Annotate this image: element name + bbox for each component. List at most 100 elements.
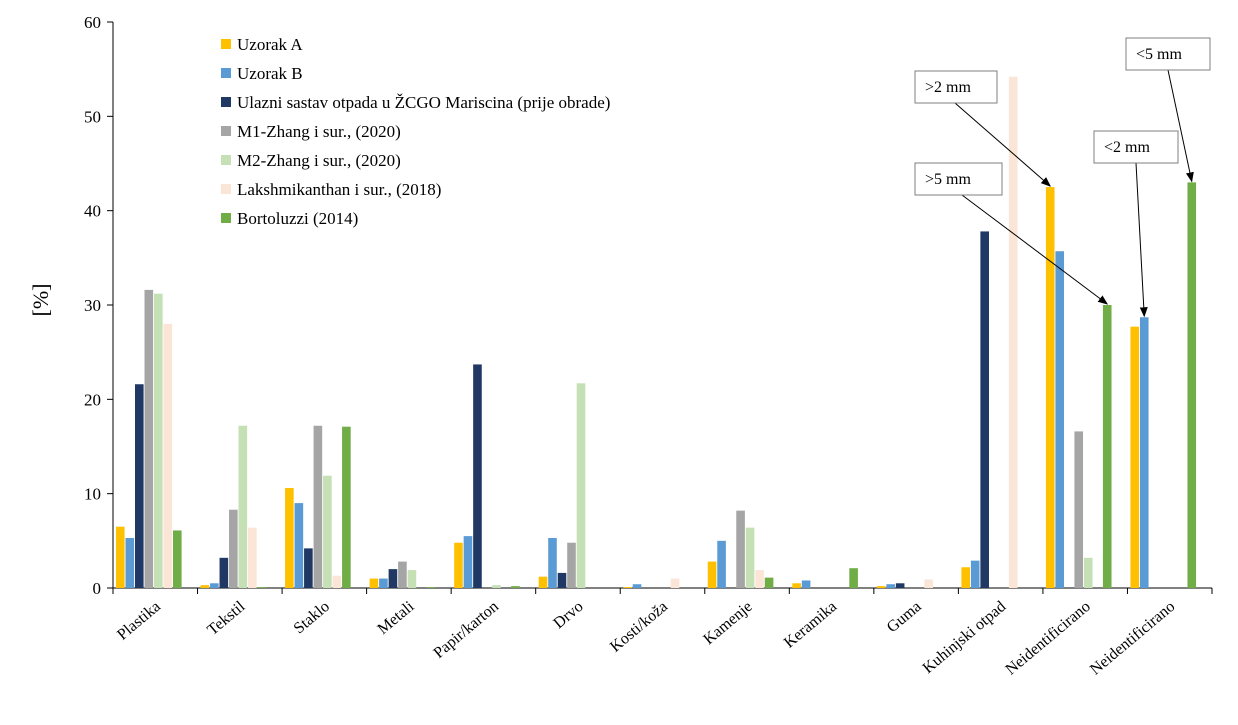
bar (548, 538, 557, 588)
bar (210, 583, 219, 588)
bar (285, 488, 294, 588)
legend-label: Uzorak A (237, 35, 303, 54)
bar (398, 561, 407, 588)
annotation-label: >2 mm (925, 79, 971, 96)
bar (980, 231, 989, 589)
bar (388, 569, 398, 588)
legend-swatch (221, 68, 231, 78)
bar (745, 527, 755, 588)
legend-swatch (221, 126, 231, 136)
y-axis: 0 10 20 30 40 50 60 (84, 13, 114, 598)
x-tick-label: Metali (375, 598, 418, 638)
legend-label: M1-Zhang i sur., (2020) (237, 122, 401, 141)
bar (125, 538, 135, 588)
bar (173, 530, 182, 588)
legend: Uzorak A Uzorak B Ulazni sastav otpada u Ž… (221, 35, 610, 228)
annotation-box (914, 70, 998, 104)
annotation-arrow (954, 102, 1051, 187)
y-tick-label: 40 (84, 202, 101, 221)
y-tick-label: 0 (93, 579, 102, 598)
y-tick-label: 50 (84, 107, 101, 126)
legend-swatch (221, 155, 231, 165)
bar (924, 579, 933, 588)
bar (736, 510, 745, 588)
legend-label: Lakshmikanthan i sur., (2018) (237, 180, 441, 199)
annotations: >2 mm >5 mm <2 mm <5 mm (914, 37, 1211, 318)
bar (792, 583, 801, 588)
bar (369, 578, 379, 588)
bar (961, 567, 970, 588)
bar (200, 585, 210, 588)
bar (567, 542, 576, 588)
bar (463, 536, 473, 588)
legend-label: Bortoluzzi (2014) (237, 209, 358, 228)
legend-swatch (221, 97, 231, 107)
x-tick-label: Neidentificirano (1003, 598, 1094, 678)
bar (332, 575, 342, 588)
bar (632, 584, 642, 588)
x-tick-label: Staklo (291, 598, 333, 637)
legend-label: Uzorak B (237, 64, 303, 83)
x-tick-label: Papir/karton (430, 598, 502, 662)
annotation-label: <2 mm (1104, 139, 1150, 156)
bar (1102, 305, 1112, 588)
annotation-box (914, 162, 1003, 196)
bar (248, 527, 257, 588)
legend-label: M2-Zhang i sur., (2020) (237, 151, 401, 170)
bar (1130, 326, 1140, 588)
bar (163, 323, 173, 588)
bar (313, 425, 323, 588)
bar (670, 578, 680, 588)
bar (1045, 187, 1055, 589)
x-tick-label: Kamenje (700, 598, 755, 648)
bar (229, 509, 238, 588)
annotation-arrow (1167, 69, 1194, 183)
legend-swatch (221, 39, 231, 49)
x-tick-label: Keramika (781, 598, 840, 652)
bar (849, 568, 858, 588)
annotation-box (1125, 37, 1211, 71)
legend-label: Ulazni sastav otpada u ŽCGO Mariscina (p… (237, 93, 610, 112)
bar (342, 426, 351, 588)
bar (379, 578, 388, 588)
bar (426, 587, 436, 588)
legend-swatch (221, 184, 231, 194)
bar (717, 540, 726, 588)
x-tick-label: Tekstil (204, 598, 249, 639)
y-tick-label: 60 (84, 13, 101, 32)
bar (1055, 251, 1065, 589)
annotation-arrow (961, 194, 1109, 305)
bar (623, 587, 632, 588)
bar (876, 586, 886, 588)
bar (801, 580, 811, 588)
bar (304, 548, 313, 588)
legend-swatch (221, 213, 231, 223)
bar (407, 570, 417, 588)
bar (1083, 557, 1093, 588)
bars (116, 76, 1197, 589)
bar (219, 557, 229, 588)
bar (511, 586, 520, 588)
bar (144, 289, 154, 588)
bar (1074, 431, 1084, 588)
x-tick-label: Kosti/koža (607, 598, 671, 656)
category-labels: Plastika Tekstil Staklo Metali Papir/karton D… (114, 598, 1178, 679)
y-axis-label: [%] (28, 284, 53, 317)
bar (895, 583, 905, 588)
x-tick-label: Kuhinjski otpad (920, 598, 1010, 677)
y-tick-label: 30 (84, 296, 101, 315)
bar (473, 364, 482, 588)
bar (1187, 182, 1197, 588)
x-tick-label: Plastika (114, 598, 164, 644)
annotation-label: >5 mm (925, 171, 971, 188)
x-tick-label: Neidentificirano (1087, 598, 1178, 678)
x-axis (112, 587, 1213, 594)
annotation-label: <5 mm (1136, 46, 1182, 63)
bar (970, 560, 980, 588)
annotation-arrow (1135, 162, 1148, 318)
bar (154, 293, 163, 588)
bar (257, 587, 267, 588)
bar (886, 584, 895, 588)
bar (1139, 317, 1149, 588)
